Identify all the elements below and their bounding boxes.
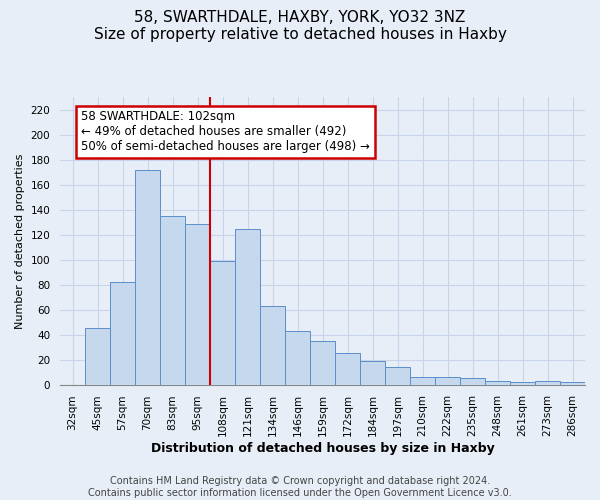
Bar xyxy=(460,378,485,384)
X-axis label: Distribution of detached houses by size in Haxby: Distribution of detached houses by size … xyxy=(151,442,494,455)
Bar xyxy=(235,228,260,384)
Bar xyxy=(510,382,535,384)
Bar xyxy=(560,382,585,384)
Bar xyxy=(535,381,560,384)
Bar xyxy=(435,377,460,384)
Y-axis label: Number of detached properties: Number of detached properties xyxy=(15,154,25,328)
Bar xyxy=(185,224,210,384)
Bar xyxy=(260,306,285,384)
Bar xyxy=(285,331,310,384)
Bar xyxy=(360,361,385,384)
Bar xyxy=(110,282,135,384)
Bar xyxy=(160,216,185,384)
Bar xyxy=(410,377,435,384)
Text: 58, SWARTHDALE, HAXBY, YORK, YO32 3NZ
Size of property relative to detached hous: 58, SWARTHDALE, HAXBY, YORK, YO32 3NZ Si… xyxy=(94,10,506,42)
Bar xyxy=(135,170,160,384)
Bar xyxy=(335,354,360,384)
Bar xyxy=(210,261,235,384)
Bar xyxy=(85,328,110,384)
Bar xyxy=(485,381,510,384)
Bar xyxy=(385,367,410,384)
Text: Contains HM Land Registry data © Crown copyright and database right 2024.
Contai: Contains HM Land Registry data © Crown c… xyxy=(88,476,512,498)
Text: 58 SWARTHDALE: 102sqm
← 49% of detached houses are smaller (492)
50% of semi-det: 58 SWARTHDALE: 102sqm ← 49% of detached … xyxy=(81,110,370,154)
Bar xyxy=(310,341,335,384)
